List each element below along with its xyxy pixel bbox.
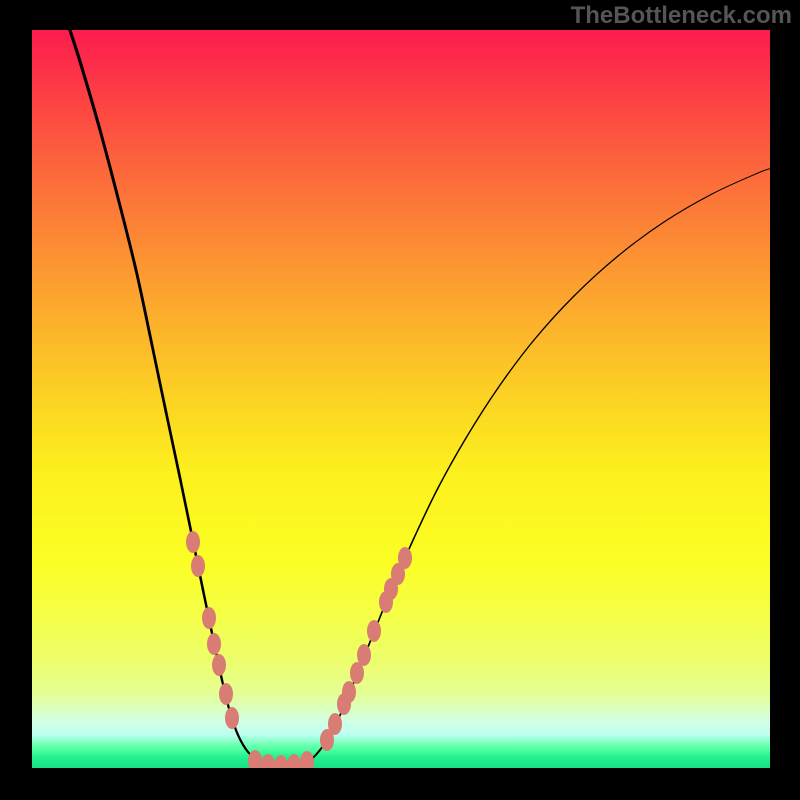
markers-bottom — [248, 750, 314, 768]
marker-point — [300, 751, 314, 768]
curve-right — [297, 168, 770, 766]
marker-point — [398, 547, 412, 569]
marker-point — [225, 707, 239, 729]
marker-point — [261, 754, 275, 768]
marker-point — [191, 555, 205, 577]
marker-point — [202, 607, 216, 629]
marker-point — [248, 750, 262, 768]
watermark-text: TheBottleneck.com — [571, 2, 792, 30]
markers-right — [320, 547, 412, 751]
marker-point — [342, 681, 356, 703]
marker-point — [186, 531, 200, 553]
marker-point — [212, 654, 226, 676]
marker-point — [219, 683, 233, 705]
marker-point — [287, 754, 301, 768]
marker-point — [274, 755, 288, 768]
curve-left — [68, 30, 273, 766]
plot-area — [32, 30, 770, 768]
marker-point — [367, 620, 381, 642]
marker-point — [328, 713, 342, 735]
marker-point — [357, 644, 371, 666]
marker-point — [207, 633, 221, 655]
chart-svg — [32, 30, 770, 768]
